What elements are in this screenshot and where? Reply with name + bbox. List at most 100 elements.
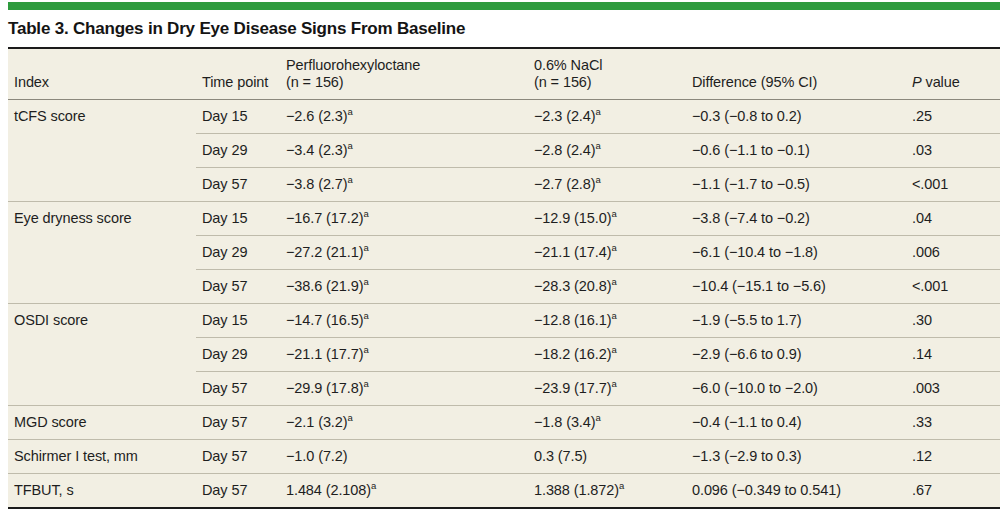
pfho-value: −38.6 (21.9) <box>286 278 363 294</box>
difference-cell: −1.1 (−1.7 to −0.5) <box>686 168 906 202</box>
nacl-value-cell: −12.9 (15.0)a <box>528 202 686 236</box>
header-row: Index Time point Perfluorohexyloctane (n… <box>8 48 1000 100</box>
nacl-value: −12.9 (15.0) <box>534 210 611 226</box>
header-nacl-label: 0.6% NaCl <box>534 57 682 74</box>
p-value-cell: .33 <box>906 406 1000 440</box>
pfho-value-cell: −16.7 (17.2)a <box>280 202 528 236</box>
row-index-label: MGD score <box>8 406 196 440</box>
table-row: tCFS score Day 15 −2.6 (2.3)a −2.3 (2.4)… <box>8 100 1000 134</box>
header-p-italic: P <box>912 74 922 90</box>
pfho-value: −1.0 (7.2) <box>286 448 347 464</box>
nacl-value-cell: −21.1 (17.4)a <box>528 236 686 270</box>
header-nacl: 0.6% NaCl (n = 156) <box>528 48 686 100</box>
pfho-value: −29.9 (17.8) <box>286 380 363 396</box>
time-point-cell: Day 29 <box>196 338 280 372</box>
pfho-value: −27.2 (21.1) <box>286 244 363 260</box>
difference-cell: −0.3 (−0.8 to 0.2) <box>686 100 906 134</box>
nacl-value-cell: −23.9 (17.7)a <box>528 372 686 406</box>
footnote-marker: a <box>347 174 352 185</box>
pfho-value-cell: −14.7 (16.5)a <box>280 304 528 338</box>
time-point-cell: Day 29 <box>196 236 280 270</box>
header-p-rest: value <box>922 74 960 90</box>
nacl-value-cell: −28.3 (20.8)a <box>528 270 686 304</box>
pfho-value: −2.6 (2.3) <box>286 108 347 124</box>
footnote-marker: a <box>595 412 600 423</box>
footnote-marker: a <box>611 344 616 355</box>
footnote-marker: a <box>347 412 352 423</box>
footnote-marker: a <box>595 174 600 185</box>
nacl-value-cell: −2.7 (2.8)a <box>528 168 686 202</box>
pfho-value-cell: −3.4 (2.3)a <box>280 134 528 168</box>
footnote-marker: a <box>619 480 624 491</box>
nacl-value-cell: −18.2 (16.2)a <box>528 338 686 372</box>
nacl-value: −12.8 (16.1) <box>534 312 611 328</box>
header-drug: Perfluorohexyloctane (n = 156) <box>280 48 528 100</box>
table-row: TFBUT, s Day 57 1.484 (2.108)a 1.388 (1.… <box>8 474 1000 509</box>
header-nacl-n: (n = 156) <box>534 74 682 91</box>
header-difference: Difference (95% CI) <box>686 48 906 100</box>
time-point-cell: Day 57 <box>196 474 280 509</box>
difference-cell: −0.4 (−1.1 to 0.4) <box>686 406 906 440</box>
footnote-marker: a <box>363 344 368 355</box>
nacl-value: 1.388 (1.872) <box>534 482 619 498</box>
nacl-value: 0.3 (7.5) <box>534 448 587 464</box>
nacl-value: −21.1 (17.4) <box>534 244 611 260</box>
row-index-label: OSDI score <box>8 304 196 406</box>
difference-cell: −3.8 (−7.4 to −0.2) <box>686 202 906 236</box>
footnote-marker: a <box>611 208 616 219</box>
table-row: Eye dryness score Day 15 −16.7 (17.2)a −… <box>8 202 1000 236</box>
time-point-cell: Day 57 <box>196 168 280 202</box>
table-header: Index Time point Perfluorohexyloctane (n… <box>8 48 1000 100</box>
pfho-value-cell: −2.1 (3.2)a <box>280 406 528 440</box>
difference-cell: −6.0 (−10.0 to −2.0) <box>686 372 906 406</box>
pfho-value: −21.1 (17.7) <box>286 346 363 362</box>
nacl-value: −2.8 (2.4) <box>534 142 595 158</box>
footnote-marker: a <box>611 378 616 389</box>
p-value-cell: .25 <box>906 100 1000 134</box>
nacl-value: −1.8 (3.4) <box>534 414 595 430</box>
pfho-value: −16.7 (17.2) <box>286 210 363 226</box>
nacl-value-cell: 0.3 (7.5) <box>528 440 686 474</box>
pfho-value: 1.484 (2.108) <box>286 482 371 498</box>
nacl-value-cell: 1.388 (1.872)a <box>528 474 686 509</box>
nacl-value: −18.2 (16.2) <box>534 346 611 362</box>
accent-bar <box>8 2 1000 10</box>
pfho-value: −3.8 (2.7) <box>286 176 347 192</box>
footnote-marker: a <box>363 208 368 219</box>
table-body: tCFS score Day 15 −2.6 (2.3)a −2.3 (2.4)… <box>8 100 1000 509</box>
row-index-label: Schirmer I test, mm <box>8 440 196 474</box>
nacl-value: −2.7 (2.8) <box>534 176 595 192</box>
p-value-cell: .04 <box>906 202 1000 236</box>
difference-cell: 0.096 (−0.349 to 0.541) <box>686 474 906 509</box>
page: Table 3. Changes in Dry Eye Disease Sign… <box>0 2 1008 509</box>
p-value-cell: .67 <box>906 474 1000 509</box>
footnote-marker: a <box>347 106 352 117</box>
nacl-value: −23.9 (17.7) <box>534 380 611 396</box>
p-value-cell: .006 <box>906 236 1000 270</box>
nacl-value: −28.3 (20.8) <box>534 278 611 294</box>
difference-cell: −6.1 (−10.4 to −1.8) <box>686 236 906 270</box>
footnote-marker: a <box>363 378 368 389</box>
row-index-label: Eye dryness score <box>8 202 196 304</box>
p-value-cell: .30 <box>906 304 1000 338</box>
difference-cell: −2.9 (−6.6 to 0.9) <box>686 338 906 372</box>
nacl-value: −2.3 (2.4) <box>534 108 595 124</box>
footnote-marker: a <box>595 140 600 151</box>
footnote-marker: a <box>347 140 352 151</box>
nacl-value-cell: −1.8 (3.4)a <box>528 406 686 440</box>
footnote-marker: a <box>371 480 376 491</box>
header-drug-label: Perfluorohexyloctane <box>286 57 524 74</box>
pfho-value-cell: −27.2 (21.1)a <box>280 236 528 270</box>
difference-cell: −1.9 (−5.5 to 1.7) <box>686 304 906 338</box>
time-point-cell: Day 57 <box>196 440 280 474</box>
header-drug-n: (n = 156) <box>286 74 524 91</box>
time-point-cell: Day 57 <box>196 372 280 406</box>
pfho-value: −3.4 (2.3) <box>286 142 347 158</box>
footnote-marker: a <box>595 106 600 117</box>
header-time-point: Time point <box>196 48 280 100</box>
pfho-value: −14.7 (16.5) <box>286 312 363 328</box>
time-point-cell: Day 15 <box>196 304 280 338</box>
header-p-value: P value <box>906 48 1000 100</box>
footnote-marker: a <box>611 276 616 287</box>
p-value-cell: .14 <box>906 338 1000 372</box>
